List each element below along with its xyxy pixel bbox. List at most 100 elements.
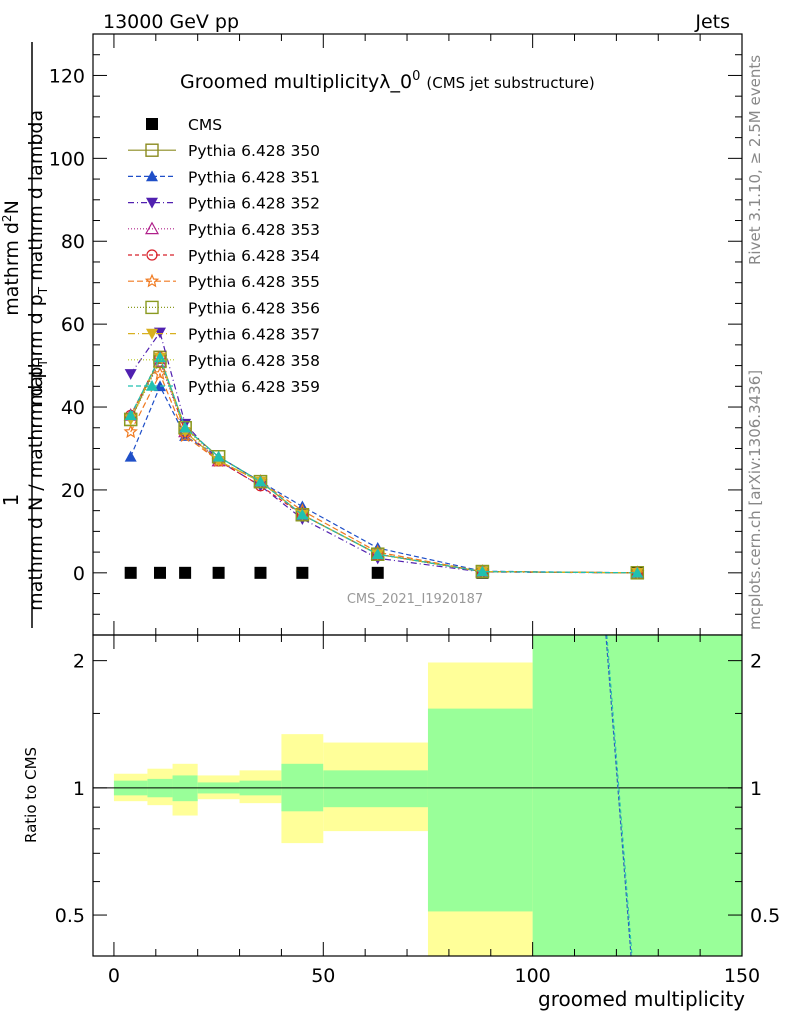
series-10 xyxy=(124,351,644,578)
legend-label: Pythia 6.428 350 xyxy=(188,142,320,160)
ratio-band-green xyxy=(323,770,428,808)
data-point xyxy=(371,548,384,559)
xtick-label: 100 xyxy=(515,965,551,987)
ylabel-numerator: mathrm d2N xyxy=(0,200,23,316)
series-line xyxy=(130,331,638,574)
main-ytick-label: 0 xyxy=(73,563,85,585)
data-point xyxy=(124,566,137,579)
ratio-mc-line-2 xyxy=(606,634,633,957)
legend-marker xyxy=(146,249,158,261)
main-plot: 0 20 40 60 80 100 120 xyxy=(49,33,743,636)
data-point xyxy=(123,424,138,439)
data-point xyxy=(254,475,267,487)
ratio-ytick-label: 0.5 xyxy=(55,905,85,927)
legend-marker xyxy=(146,118,158,130)
legend-label: Pythia 6.428 351 xyxy=(188,168,320,186)
ylabel-numerator-line2: mathrm d pT mathrm d lambda xyxy=(25,110,50,406)
legend-entry: Pythia 6.428 358 xyxy=(128,352,320,370)
ylabel-den-sub: T xyxy=(36,359,50,368)
legend-label: Pythia 6.428 352 xyxy=(188,195,320,213)
data-point xyxy=(179,421,192,433)
data-point xyxy=(371,566,384,579)
data-point xyxy=(254,566,267,579)
data-point xyxy=(296,508,309,520)
legend-marker xyxy=(146,197,158,209)
data-point xyxy=(631,566,644,578)
legend-marker xyxy=(146,170,158,182)
header-left: 13000 GeV pp xyxy=(103,11,239,33)
chart-title: Groomed multiplicityλ_00 (CMS jet substru… xyxy=(180,69,595,93)
legend-entry: Pythia 6.428 350 xyxy=(128,142,320,160)
ylabel-num2-sub: T xyxy=(36,286,50,295)
main-series-layer xyxy=(123,327,645,580)
legend-entry: Pythia 6.428 359 xyxy=(128,378,320,396)
data-point xyxy=(212,566,225,579)
xtick-label: 0 xyxy=(108,965,120,987)
legend-marker xyxy=(144,221,160,235)
data-point xyxy=(476,565,489,577)
ylabel-num-a: mathrm d xyxy=(1,222,23,316)
ylabel-num2-b: mathrm d lambda xyxy=(25,110,47,287)
ratio-frame xyxy=(92,634,743,957)
legend-entry: Pythia 6.428 354 xyxy=(128,247,320,265)
legend-label: Pythia 6.428 358 xyxy=(188,352,320,370)
data-point xyxy=(153,380,166,392)
data-point xyxy=(124,450,137,462)
ylabel-num-b: N xyxy=(1,200,23,214)
ratio-ytick-label-right: 1 xyxy=(750,778,762,800)
data-point xyxy=(152,366,168,380)
ylabel-num2-a: mathrm d p xyxy=(25,294,47,406)
legend-entry: CMS xyxy=(146,116,222,134)
ylabel-denominator: mathrm d N / mathrm d pT xyxy=(25,359,50,611)
legend: CMS Pythia 6.428 350 Pythia 6.428 351 Pythi… xyxy=(128,116,320,396)
data-point xyxy=(179,566,192,579)
series-line xyxy=(130,372,638,574)
main-ytick-label: 120 xyxy=(49,65,85,87)
series-6 xyxy=(123,366,645,580)
legend-entry: Pythia 6.428 356 xyxy=(128,299,320,317)
header-right: Jets xyxy=(694,11,730,33)
ratio-ytick-label: 1 xyxy=(73,778,85,800)
ylabel-one: 1 xyxy=(0,494,23,507)
legend-marker xyxy=(145,143,159,157)
data-point xyxy=(253,474,268,489)
ratio-ytick-label: 2 xyxy=(73,651,85,673)
legend-label: Pythia 6.428 357 xyxy=(188,326,320,344)
series-line xyxy=(130,384,638,574)
ratio-ylabel: Ratio to CMS xyxy=(22,747,40,843)
data-point xyxy=(153,566,166,579)
ratio-band-green xyxy=(427,708,533,912)
legend-marker xyxy=(144,273,160,288)
xlabel: groomed multiplicity xyxy=(538,987,745,1011)
ratio-plot: 0.5 0.5 1 1 2 2 0 50 100 150 xyxy=(55,634,780,987)
ratio-band-green xyxy=(532,635,742,956)
legend-entry: Pythia 6.428 352 xyxy=(128,195,320,213)
ylabel-den-a: mathrm d N / mathrm d p xyxy=(25,367,47,611)
ratio-ytick-label-right: 2 xyxy=(750,651,762,673)
legend-marker xyxy=(146,328,158,340)
analysis-id: CMS_2021_I1920187 xyxy=(347,592,483,607)
main-ytick-label: 100 xyxy=(49,148,85,170)
side-label-bottom: mcplots.cern.ch [arXiv:1306.3436] xyxy=(746,370,764,630)
data-point xyxy=(124,369,137,380)
legend-label: Pythia 6.428 359 xyxy=(188,378,320,396)
xtick-label: 150 xyxy=(724,965,760,987)
data-point xyxy=(212,450,225,462)
legend-marker xyxy=(146,380,158,391)
legend-label: Pythia 6.428 356 xyxy=(188,299,320,317)
legend-entry: Pythia 6.428 351 xyxy=(128,168,320,186)
chart-title-sup: 0 xyxy=(412,69,420,84)
main-ytick-label: 60 xyxy=(61,314,85,336)
ratio-ytick-label-right: 0.5 xyxy=(750,905,780,927)
legend-label: Pythia 6.428 353 xyxy=(188,221,320,239)
legend-entry: Pythia 6.428 357 xyxy=(128,326,320,344)
data-point xyxy=(153,351,166,363)
chart-title-sub: (CMS jet substructure) xyxy=(426,74,594,92)
legend-label: Pythia 6.428 354 xyxy=(188,247,320,265)
main-ytick-label: 20 xyxy=(61,480,85,502)
main-ylabel: 1 mathrm d2N mathrm d pT mathrm d lambda… xyxy=(0,42,50,628)
legend-label: CMS xyxy=(188,116,222,134)
xtick-label: 50 xyxy=(311,965,335,987)
chart-title-main: Groomed multiplicityλ_0 xyxy=(180,71,412,93)
legend-label: Pythia 6.428 355 xyxy=(188,273,320,291)
